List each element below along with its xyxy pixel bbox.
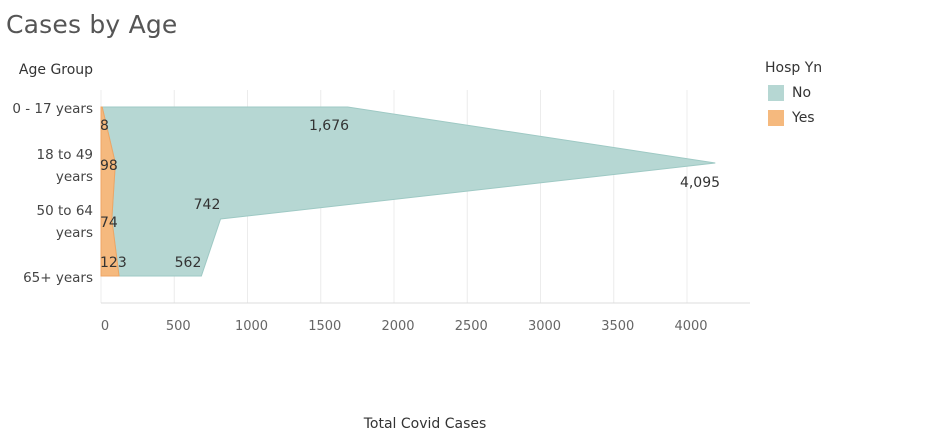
data-label-no: 562: [175, 255, 202, 271]
x-tick-label: 3500: [601, 319, 634, 334]
x-tick-label: 3000: [528, 319, 561, 334]
legend: Hosp Yn No Yes: [765, 60, 822, 130]
x-tick-label: 4000: [674, 319, 707, 334]
x-tick-label: 1000: [235, 319, 268, 334]
area-series-no[interactable]: [101, 106, 716, 277]
data-label-yes: 74: [100, 215, 118, 231]
chart-title: Cases by Age: [6, 10, 178, 39]
y-category-label: 65+ years: [23, 270, 93, 286]
y-category-label: 0 - 17 years: [12, 101, 93, 117]
legend-label: Yes: [792, 109, 815, 126]
legend-item-no[interactable]: No: [765, 80, 822, 105]
legend-label: No: [792, 84, 812, 101]
legend-swatch: [768, 109, 784, 126]
data-label-yes: 98: [100, 158, 118, 174]
legend-item-yes[interactable]: Yes: [765, 105, 822, 130]
x-axis-title: Total Covid Cases: [363, 416, 487, 432]
data-label-no: 742: [194, 197, 221, 213]
data-label-no: 1,676: [309, 118, 349, 134]
y-axis-title: Age Group: [19, 62, 93, 78]
y-category-label: 50 to 64 years: [37, 203, 94, 241]
x-tick-label: 2000: [381, 319, 414, 334]
x-tick-label: 0: [101, 319, 109, 334]
data-label-no: 4,095: [680, 175, 720, 191]
data-label-yes: 123: [100, 255, 127, 271]
area-series-yes[interactable]: [100, 106, 120, 277]
legend-title: Hosp Yn: [765, 60, 823, 76]
legend-swatch: [768, 84, 784, 101]
data-label-yes: 8: [100, 118, 109, 134]
y-category-label: 18 to 49 years: [37, 147, 94, 185]
x-tick-label: 500: [166, 319, 191, 334]
x-tick-label: 2500: [455, 319, 488, 334]
x-tick-label: 1500: [308, 319, 341, 334]
